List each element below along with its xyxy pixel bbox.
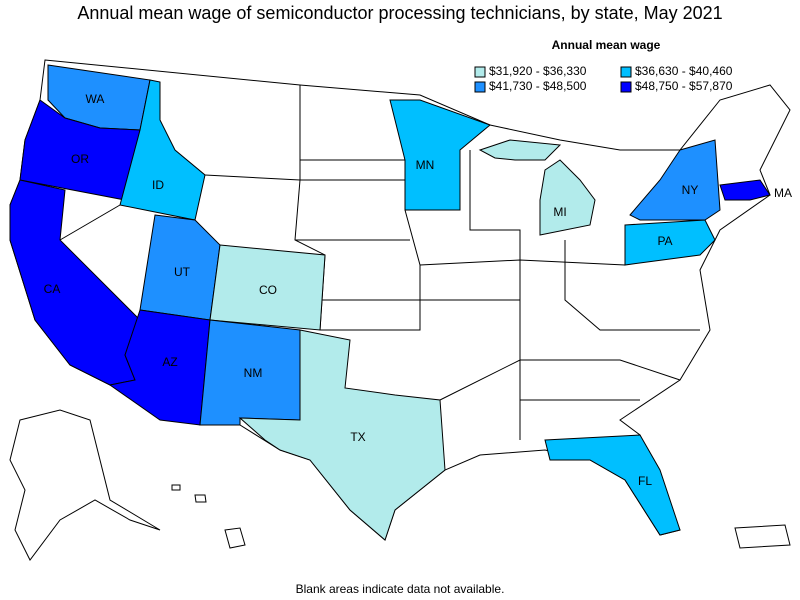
state-label: CO: [259, 283, 277, 297]
hawaii: [194, 494, 207, 503]
state-label: FL: [638, 474, 652, 488]
states: WA OR CA ID UT CO AZ NM TX MN MI NY PA FL MA: [9, 64, 792, 541]
legend: $31,920 - $36,330 $36,630 - $40,460 $41,73…: [474, 64, 733, 93]
alaska: [9, 409, 161, 561]
state-label: ID: [152, 178, 164, 192]
legend-swatch: [474, 81, 486, 93]
puerto-rico: [734, 524, 791, 549]
legend-swatch: [620, 66, 632, 78]
state-border: [469, 150, 521, 440]
state-border: [59, 204, 121, 241]
hawaii: [171, 484, 181, 491]
state: [539, 159, 596, 236]
legend-label: $48,750 - $57,870: [635, 79, 733, 93]
state: [624, 219, 716, 266]
state: [544, 434, 681, 536]
state: [629, 139, 721, 221]
state: [389, 99, 491, 211]
state: [478, 139, 562, 161]
footnote: Blank areas indicate data not available.: [296, 582, 505, 596]
state-label: OR: [71, 152, 89, 166]
state-label: PA: [657, 234, 672, 248]
state: [119, 79, 206, 221]
legend-label: $36,630 - $40,460: [635, 64, 733, 78]
state: [209, 244, 326, 331]
state-label: NM: [244, 366, 263, 380]
state-border: [204, 174, 405, 181]
state-border: [439, 359, 681, 401]
legend-label: $41,730 - $48,500: [489, 79, 587, 93]
legend-swatch: [620, 81, 632, 93]
state: [719, 179, 771, 201]
legend-title: Annual mean wage: [552, 38, 661, 52]
state-label: WA: [86, 92, 105, 106]
state: [238, 329, 446, 541]
hawaii: [224, 527, 246, 549]
state-label: UT: [174, 265, 191, 279]
map-title: Annual mean wage of semiconductor proces…: [77, 3, 722, 23]
state-label: CA: [44, 282, 61, 296]
state-label: NY: [682, 183, 699, 197]
legend-label: $31,920 - $36,330: [489, 64, 587, 78]
state-label: AZ: [162, 355, 177, 369]
state-border: [564, 240, 700, 331]
legend-swatch: [474, 66, 486, 78]
state-label: MI: [553, 205, 566, 219]
state-label: MA: [774, 186, 792, 200]
state-label: TX: [350, 430, 365, 444]
state-label: MN: [416, 158, 435, 172]
